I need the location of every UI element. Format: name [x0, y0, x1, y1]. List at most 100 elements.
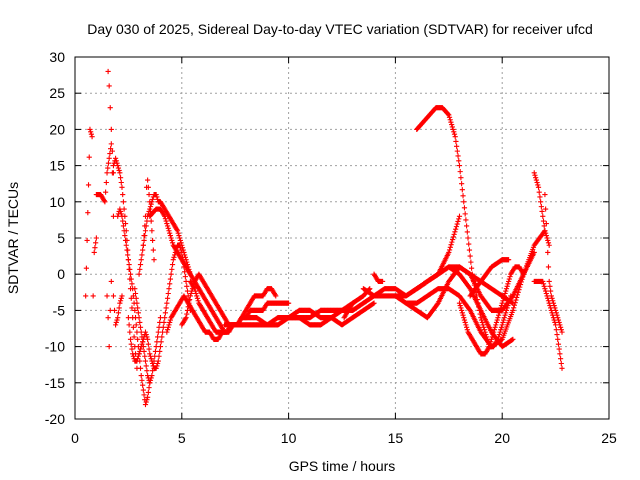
series-arc-c [105, 68, 117, 176]
data-point [493, 322, 499, 328]
data-point [475, 300, 481, 306]
data-point [93, 235, 99, 241]
y-tick-label: -10 [45, 339, 65, 355]
data-point [141, 237, 147, 244]
y-tick-label: 25 [49, 85, 65, 101]
data-point [195, 298, 201, 304]
data-point [543, 290, 549, 297]
data-point [119, 293, 125, 299]
data-point [508, 293, 514, 299]
data-point [129, 346, 135, 352]
data-point [448, 119, 454, 125]
data-point [557, 351, 563, 357]
data-point [182, 274, 188, 280]
data-point [137, 266, 143, 272]
data-point [460, 193, 466, 199]
data-point [501, 315, 507, 321]
data-point [468, 259, 474, 265]
data-point [457, 302, 463, 309]
data-point [481, 327, 487, 333]
data-point [185, 304, 191, 310]
data-point [132, 307, 138, 313]
data-point [545, 240, 552, 246]
series-arc-q [243, 300, 356, 328]
data-point [451, 129, 457, 135]
data-point [137, 261, 144, 268]
data-point [545, 249, 551, 256]
series-arc-f [110, 293, 125, 328]
data-point [501, 317, 507, 323]
data-point [152, 348, 159, 355]
data-point [105, 165, 111, 171]
data-point [506, 257, 512, 263]
series-arc-t [360, 249, 537, 321]
data-point [118, 179, 124, 186]
data-point [371, 300, 377, 306]
data-point [555, 315, 561, 321]
data-point [553, 310, 559, 316]
data-point [459, 310, 465, 316]
data-point [538, 204, 544, 210]
data-point [455, 218, 461, 225]
data-point [112, 155, 119, 161]
data-point [556, 319, 562, 326]
data-point [140, 247, 146, 253]
data-point [456, 216, 462, 222]
data-point [464, 324, 470, 330]
data-point [492, 324, 498, 330]
data-point [143, 223, 149, 229]
data-point [459, 181, 465, 187]
data-point [157, 319, 163, 326]
x-tick-label: 15 [388, 430, 404, 446]
data-point [123, 242, 129, 248]
data-point [516, 287, 522, 293]
data-point [150, 368, 156, 374]
data-point [543, 288, 549, 294]
data-point [134, 300, 140, 306]
data-point [473, 293, 480, 299]
data-point [165, 290, 171, 297]
data-point [113, 158, 119, 164]
data-point [461, 199, 467, 205]
data-point [141, 392, 147, 398]
data-point [188, 290, 194, 297]
data-point [164, 295, 171, 301]
data-point [85, 182, 92, 188]
data-point [142, 353, 148, 359]
data-point [128, 341, 134, 347]
data-point [469, 271, 475, 277]
data-point [465, 235, 471, 241]
data-point [488, 336, 495, 342]
data-point [182, 252, 188, 258]
data-point [156, 324, 162, 330]
data-point [111, 307, 118, 313]
data-point [184, 283, 190, 289]
data-point [175, 230, 181, 236]
data-point [140, 382, 146, 388]
data-point [486, 344, 492, 350]
data-point [496, 312, 502, 318]
data-point [511, 305, 517, 311]
data-point [471, 278, 477, 285]
data-point [87, 126, 93, 132]
data-point [136, 351, 142, 357]
data-point [454, 148, 460, 154]
data-point [107, 105, 113, 111]
data-point [116, 305, 122, 311]
data-point [552, 305, 558, 311]
x-tick-label: 0 [71, 430, 79, 446]
data-point [150, 247, 156, 253]
data-point [187, 293, 193, 299]
data-point [535, 184, 542, 190]
data-point [550, 300, 557, 306]
data-point [517, 281, 524, 288]
y-tick-label: 30 [49, 49, 65, 65]
data-point [445, 111, 451, 117]
data-point [126, 322, 132, 328]
data-point [149, 199, 155, 205]
x-axis-label: GPS time / hours [289, 458, 396, 474]
data-point [536, 189, 542, 195]
data-point [147, 206, 153, 212]
data-point [177, 237, 183, 244]
